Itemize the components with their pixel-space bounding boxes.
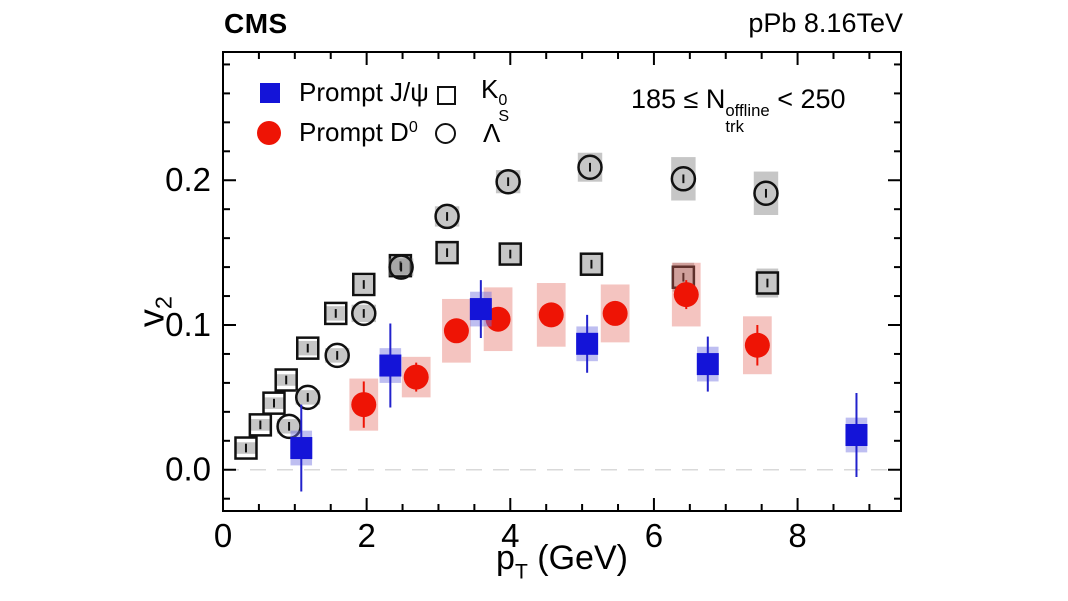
legend-marker-ks-open-square <box>437 86 456 105</box>
lambda-marker <box>295 384 321 411</box>
ks-marker <box>274 368 298 392</box>
d0-marker <box>744 332 770 358</box>
ks-marker <box>296 336 320 360</box>
ks-marker <box>324 301 348 326</box>
ks-marker <box>248 413 273 437</box>
legend-label-prompt-jpsi: Prompt J/ψ <box>299 77 429 107</box>
lambda-marker <box>670 166 697 192</box>
experiment-label: CMS <box>224 8 288 39</box>
legend-marker-d0-filled-circle <box>257 121 281 145</box>
ntrk-scripts: offline trk <box>725 100 770 137</box>
ks-marker <box>755 271 780 295</box>
y-tick-label: 0.1 <box>165 306 211 343</box>
ks-marker <box>262 391 286 415</box>
y-tick-label: 0.0 <box>165 451 211 488</box>
plot-frame <box>222 51 902 512</box>
jpsi-marker <box>469 298 492 321</box>
ks-marker <box>579 252 604 276</box>
d0-marker <box>443 318 469 344</box>
d0-marker <box>351 392 377 418</box>
ks-marker <box>498 242 523 266</box>
jpsi-marker <box>845 424 868 447</box>
d0-marker <box>403 364 429 390</box>
legend-label-prompt-d0: Prompt D0 <box>299 117 418 147</box>
legend-marker-lambda-open-circle <box>435 123 456 144</box>
x-tick-label: 2 <box>357 517 375 554</box>
x-tick-label: 0 <box>214 517 232 554</box>
d0-marker <box>673 282 699 308</box>
lambda-marker <box>351 300 377 327</box>
jpsi-marker <box>696 353 719 376</box>
ks-marker <box>435 240 459 265</box>
x-tick-label: 4 <box>501 517 519 554</box>
lambda-marker <box>577 154 603 180</box>
collision-system-label: pPb 8.16TeV <box>748 8 903 38</box>
ks-marker <box>352 272 376 297</box>
d0-marker <box>538 302 564 328</box>
lambda-marker <box>753 180 779 207</box>
y-axis-title: v2 <box>130 296 177 328</box>
lambda-marker <box>388 254 414 280</box>
x-tick-label: 8 <box>788 517 806 554</box>
legend-label-lambda: Λ <box>483 118 501 148</box>
legend-marker-jpsi-filled-square <box>260 83 280 103</box>
jpsi-marker <box>290 437 313 460</box>
jpsi-marker <box>576 332 599 355</box>
lambda-marker <box>434 203 460 230</box>
jpsi-marker <box>379 354 402 377</box>
ks-marker <box>234 436 258 460</box>
d0-marker <box>602 300 628 326</box>
lambda-marker <box>324 342 350 369</box>
y-tick-label: 0.2 <box>165 161 211 198</box>
x-tick-label: 6 <box>645 517 663 554</box>
x-axis-title: pT (GeV) <box>496 539 628 584</box>
d0-superscript: 0 <box>408 118 418 137</box>
lambda-marker <box>495 168 521 195</box>
